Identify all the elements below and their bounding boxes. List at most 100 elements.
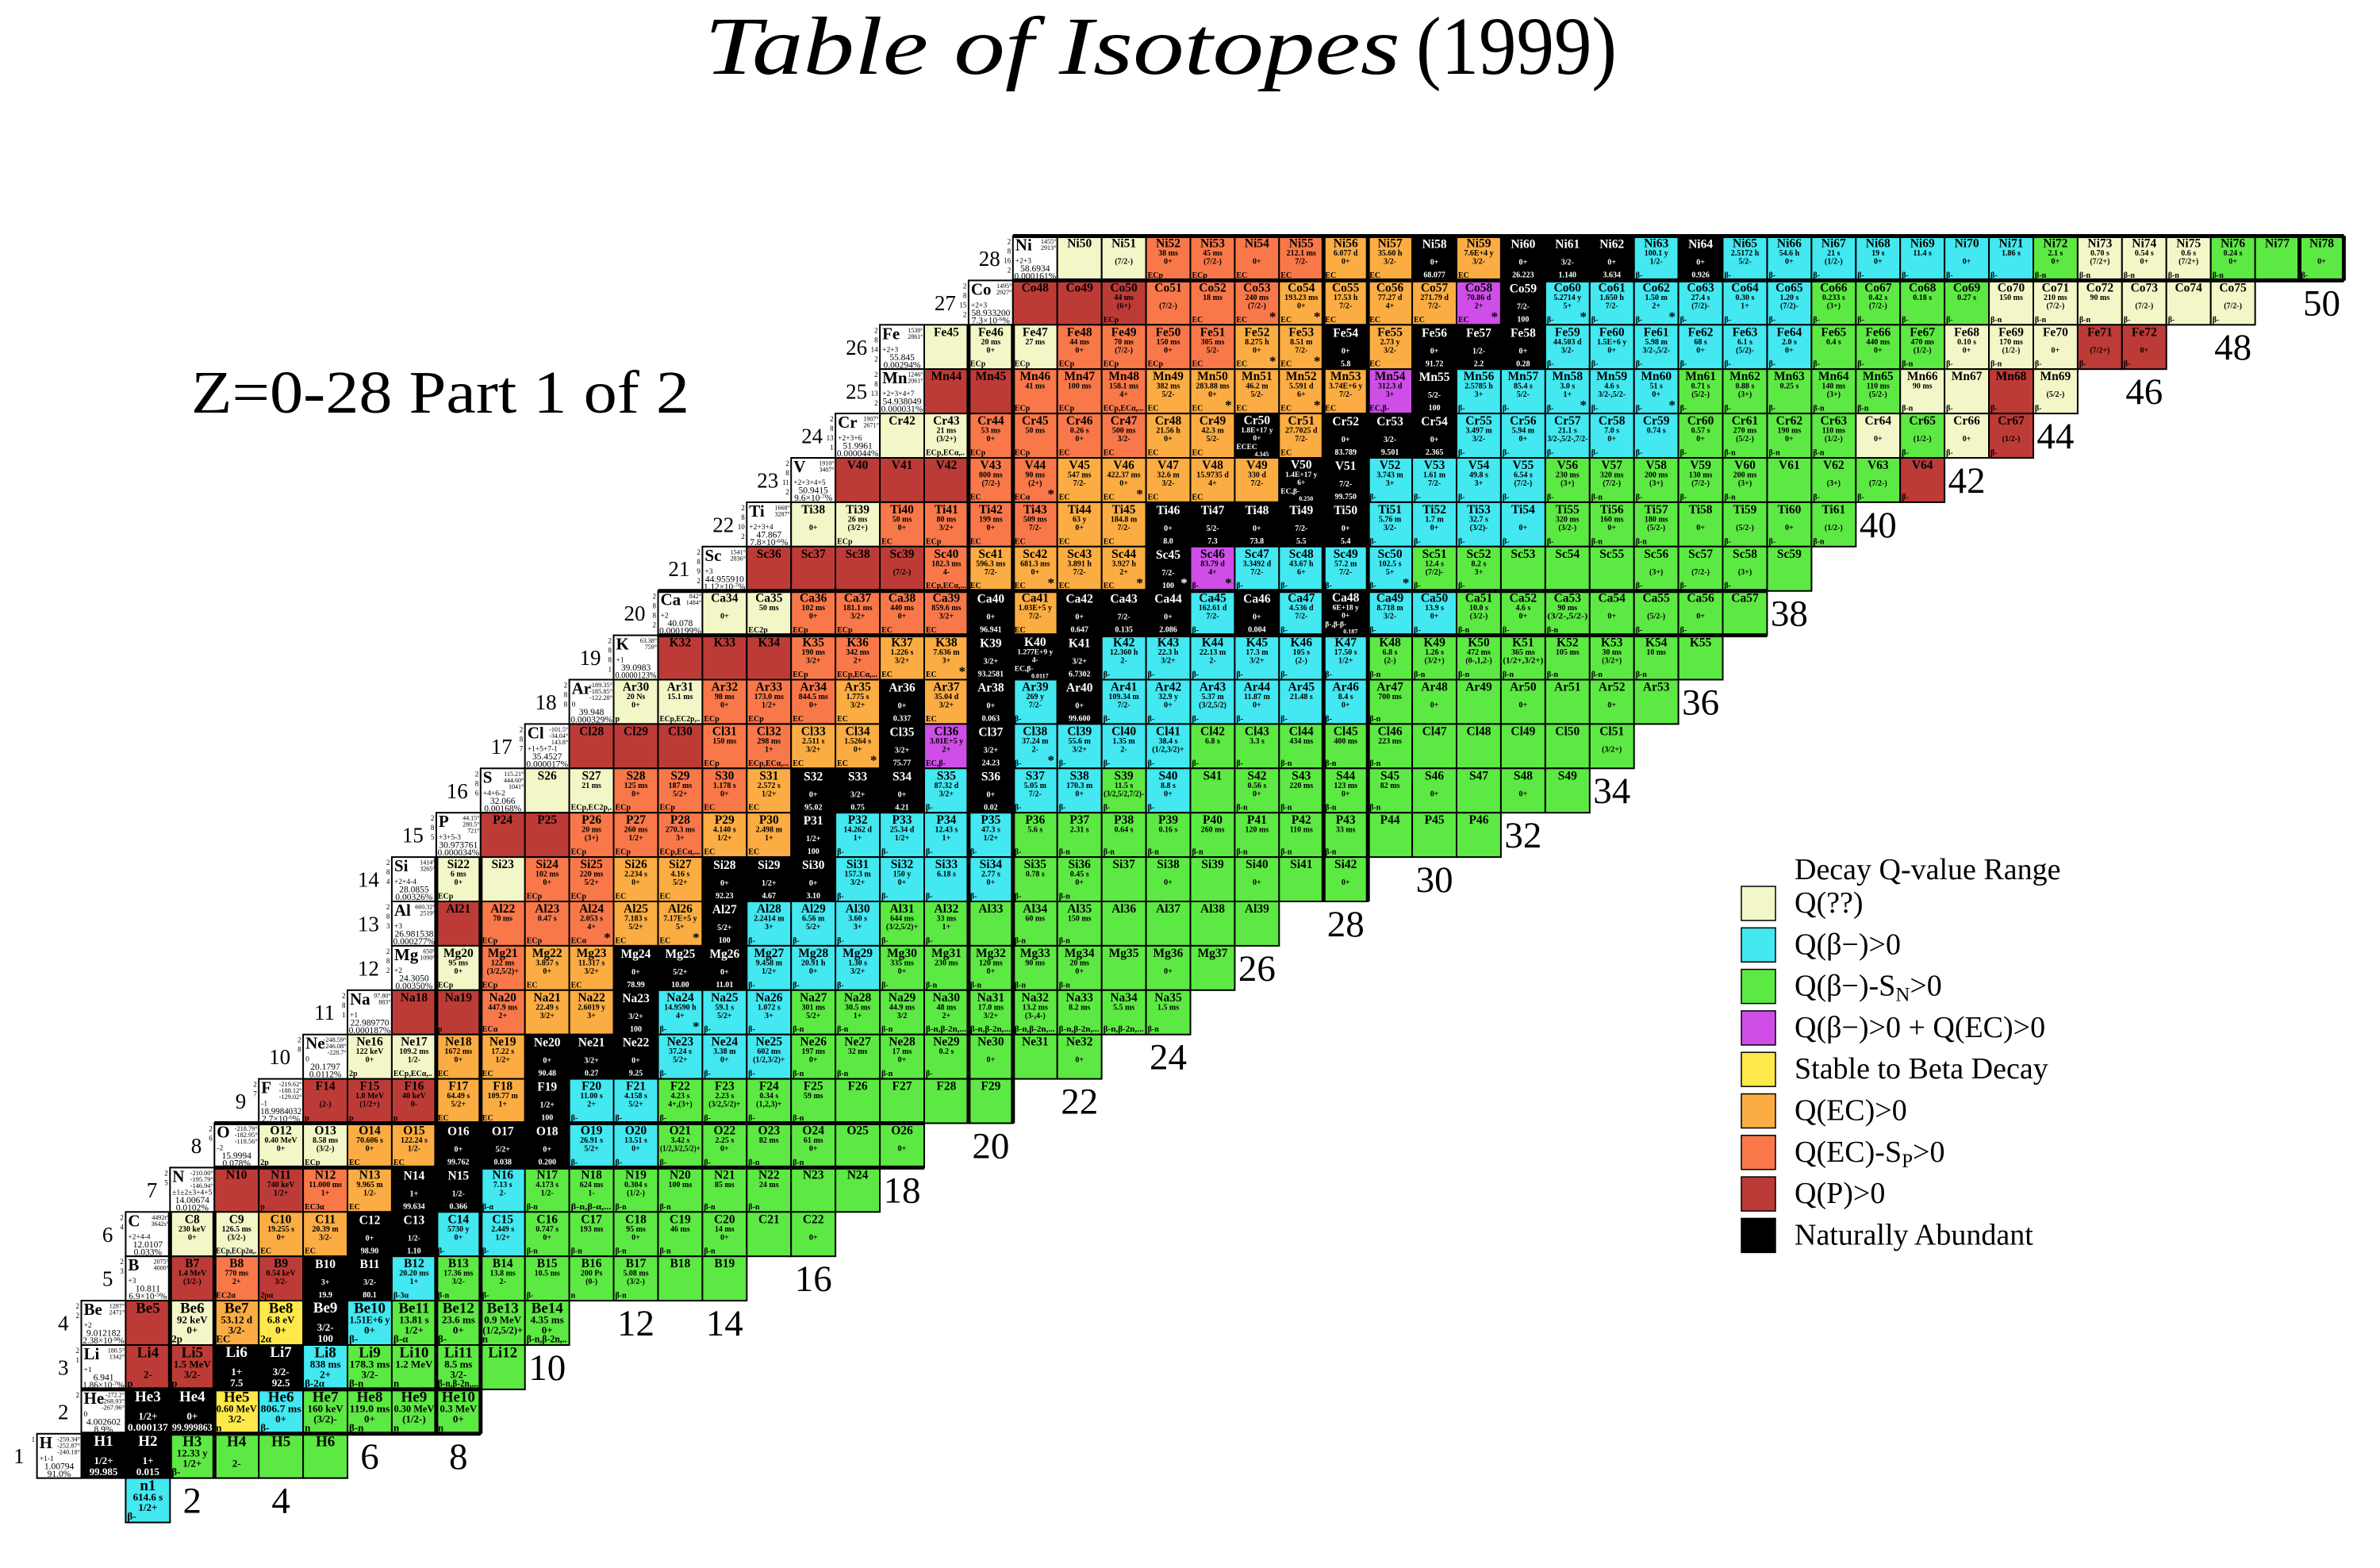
svg-text:(3/2+): (3/2+) — [848, 524, 868, 532]
svg-text:5/2-: 5/2- — [1250, 390, 1263, 399]
svg-text:0.747 s: 0.747 s — [536, 1225, 559, 1234]
svg-text:1672 ms: 1672 ms — [444, 1047, 472, 1056]
svg-text:26 ms: 26 ms — [848, 515, 868, 524]
svg-text:N22: N22 — [758, 1168, 780, 1182]
svg-text:80.1: 80.1 — [363, 1291, 377, 1300]
svg-text:0+: 0+ — [1253, 258, 1261, 267]
svg-text:β-: β- — [1990, 271, 1998, 280]
svg-text:3/2+: 3/2+ — [539, 1012, 555, 1020]
svg-text:1+: 1+ — [1741, 302, 1749, 310]
svg-text:472 ms: 472 ms — [1467, 648, 1491, 657]
svg-text:0+: 0+ — [1075, 524, 1084, 532]
svg-text:*: * — [1403, 575, 1410, 590]
svg-text:8: 8 — [191, 1134, 202, 1158]
svg-text:Ca52: Ca52 — [1510, 592, 1537, 605]
svg-text:Fe48: Fe48 — [1067, 325, 1092, 339]
svg-text:Sc36: Sc36 — [757, 548, 781, 561]
svg-text:(1,2,3)+: (1,2,3)+ — [756, 1101, 782, 1109]
svg-text:22.13 m: 22.13 m — [1200, 648, 1226, 657]
svg-text:P34: P34 — [936, 813, 956, 827]
svg-text:F17: F17 — [448, 1080, 468, 1093]
svg-text:0+: 0+ — [454, 1056, 463, 1065]
svg-text:0.42 s: 0.42 s — [1868, 294, 1887, 302]
svg-text:ECp: ECp — [1148, 360, 1164, 369]
svg-text:β-n: β-n — [2079, 316, 2091, 325]
svg-text:+2+3: +2+3 — [1015, 258, 1031, 266]
svg-text:3/2+: 3/2+ — [850, 967, 866, 976]
svg-text:8: 8 — [785, 469, 789, 477]
svg-text:Sc52: Sc52 — [1467, 548, 1491, 561]
svg-text:Co71: Co71 — [2042, 281, 2069, 294]
svg-text:N23: N23 — [803, 1168, 824, 1182]
svg-text:260 ms: 260 ms — [1201, 826, 1225, 835]
svg-text:β-: β- — [970, 848, 977, 857]
svg-text:Co70: Co70 — [1998, 281, 2025, 294]
svg-text:2+: 2+ — [498, 1012, 507, 1020]
svg-text:17.36 ms: 17.36 ms — [443, 1270, 473, 1278]
svg-text:3/2+: 3/2+ — [850, 613, 866, 621]
svg-text:Al26: Al26 — [668, 902, 693, 916]
svg-text:β-: β- — [748, 1025, 755, 1034]
svg-text:6.18 s: 6.18 s — [937, 870, 956, 879]
svg-text:β-: β- — [881, 848, 889, 857]
svg-text:0.366: 0.366 — [450, 1202, 468, 1211]
svg-text:-122.28°: -122.28° — [589, 694, 612, 701]
svg-text:Be: Be — [84, 1300, 102, 1319]
svg-text:*: * — [1668, 309, 1676, 324]
svg-text:β-n: β-n — [1591, 493, 1603, 502]
svg-text:50.9415: 50.9415 — [799, 486, 829, 496]
svg-text:0.57 s: 0.57 s — [1691, 427, 1710, 436]
svg-text:0+: 0+ — [1164, 435, 1173, 444]
svg-text:β-: β- — [1591, 360, 1599, 369]
svg-text:Na18: Na18 — [401, 991, 428, 1005]
svg-text:Cl37: Cl37 — [978, 725, 1003, 739]
svg-text:Co52: Co52 — [1199, 281, 1226, 294]
svg-text:68 s: 68 s — [1694, 338, 1707, 347]
svg-text:EC: EC — [216, 1333, 230, 1345]
svg-text:1/2+: 1/2+ — [762, 967, 777, 976]
svg-text:Ca36: Ca36 — [800, 592, 827, 605]
svg-text:Na21: Na21 — [533, 991, 560, 1005]
svg-text:ECp,EC2p,..: ECp,EC2p,.. — [660, 715, 701, 724]
svg-text:H: H — [40, 1433, 52, 1452]
svg-text:K50: K50 — [1468, 636, 1490, 650]
svg-text:Mg36: Mg36 — [1154, 947, 1184, 960]
svg-text:2.2414 m: 2.2414 m — [754, 915, 785, 924]
svg-text:C20: C20 — [714, 1213, 735, 1226]
svg-text:2.73 y: 2.73 y — [1380, 338, 1400, 347]
svg-text:0.200: 0.200 — [538, 1159, 556, 1167]
svg-text:3/2+: 3/2+ — [939, 790, 954, 798]
svg-text:Al34: Al34 — [1023, 902, 1047, 916]
svg-text:21 ms: 21 ms — [582, 782, 601, 790]
svg-text:P38: P38 — [1114, 813, 1134, 827]
svg-text:8: 8 — [874, 380, 878, 388]
svg-text:Si34: Si34 — [980, 858, 1003, 871]
svg-text:Cr55: Cr55 — [1465, 414, 1492, 428]
svg-text:12.4 s: 12.4 s — [1425, 559, 1444, 568]
svg-text:Sc42: Sc42 — [1023, 548, 1047, 561]
svg-text:0+: 0+ — [1253, 701, 1261, 710]
svg-text:57.2 m: 57.2 m — [1334, 559, 1357, 568]
svg-text:8: 8 — [342, 1001, 346, 1009]
svg-text:ECp,ECα,...: ECp,ECα,... — [1104, 405, 1144, 413]
svg-text:3/2+: 3/2+ — [806, 657, 821, 666]
svg-text:(1999): (1999) — [1416, 1, 1617, 92]
svg-text:S43: S43 — [1292, 769, 1311, 782]
svg-text:P: P — [439, 812, 449, 831]
svg-text:Co61: Co61 — [1598, 281, 1625, 294]
svg-text:0+: 0+ — [2317, 258, 2326, 267]
svg-text:Mg30: Mg30 — [887, 947, 917, 960]
svg-text:K32: K32 — [670, 636, 692, 650]
svg-text:F23: F23 — [715, 1080, 735, 1093]
svg-text:(1/2-): (1/2-) — [627, 1189, 645, 1197]
svg-text:5: 5 — [164, 1178, 168, 1186]
svg-text:β-: β- — [926, 804, 933, 813]
svg-text:4.21: 4.21 — [895, 803, 909, 812]
svg-text:73.8: 73.8 — [1250, 537, 1265, 546]
svg-text:7/2-: 7/2- — [1339, 568, 1352, 577]
svg-text:P28: P28 — [670, 813, 690, 827]
svg-text:Q(??): Q(??) — [1795, 886, 1863, 920]
svg-text:β-: β- — [1769, 537, 1776, 546]
svg-text:150 ms: 150 ms — [1068, 915, 1092, 924]
svg-text:0+: 0+ — [1519, 613, 1528, 621]
